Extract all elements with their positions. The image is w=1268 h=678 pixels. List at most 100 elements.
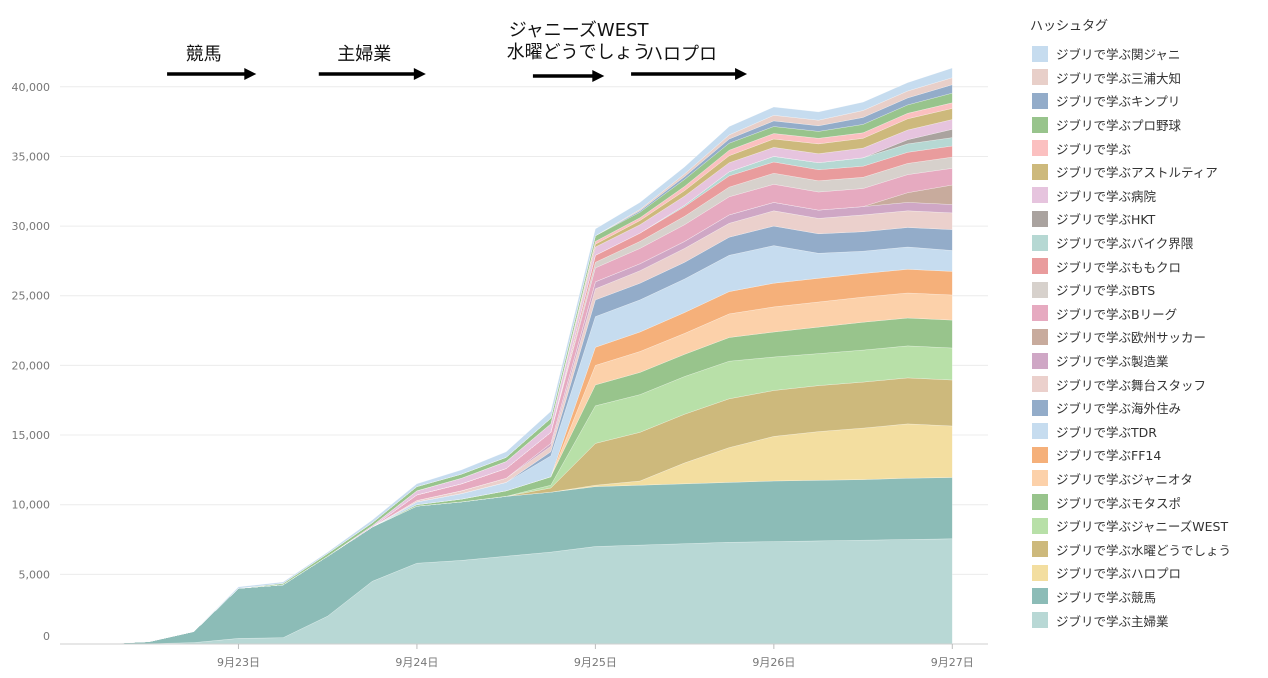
legend-item: ジブリで学ぶ水曜どうでしょう [1028, 537, 1264, 561]
legend-item: ジブリで学ぶハロプロ [1028, 561, 1264, 585]
legend-swatch [1032, 258, 1048, 275]
legend-swatch [1032, 210, 1048, 227]
legend-label: ジブリで学ぶTDR [1056, 424, 1157, 440]
area-series-24 [59, 67, 953, 645]
legend-item: ジブリで学ぶ病院 [1028, 184, 1264, 208]
legend-item: ジブリで学ぶ競馬 [1028, 585, 1264, 609]
legend-swatch [1032, 305, 1048, 322]
legend-label: ジブリで学ぶ製造業 [1056, 354, 1169, 370]
legend-swatch [1032, 234, 1048, 251]
legend-swatch [1032, 352, 1048, 369]
legend-swatch [1032, 69, 1048, 86]
legend-swatch [1032, 281, 1048, 298]
legend-swatch [1032, 612, 1048, 629]
legend-swatch [1032, 92, 1048, 109]
legend-item: ジブリで学ぶモタスポ [1028, 490, 1264, 514]
y-tick-label: 10,000 [12, 499, 51, 512]
y-tick-label: 30,000 [12, 220, 51, 233]
legend-label: ジブリで学ぶプロ野球 [1056, 118, 1182, 134]
y-axis: 0 5,000 10,000 15,000 20,000 25,000 30,000 35,0… [12, 81, 51, 643]
legend-swatch [1032, 163, 1048, 180]
x-tick-label: 9月27日 [931, 656, 974, 669]
x-tick-label: 9月23日 [217, 656, 260, 669]
legend-label: ジブリで学ぶ水曜どうでしょう [1056, 542, 1232, 558]
legend-item: ジブリで学ぶ主婦業 [1028, 608, 1264, 632]
legend-item: ジブリで学ぶ舞台スタッフ [1028, 372, 1264, 396]
legend: ハッシュタグ ジブリで学ぶ関ジャニ ジブリで学ぶ三浦大知 ジブリで学ぶキンプリ ジブリ… [1028, 18, 1264, 632]
legend-swatch [1032, 399, 1048, 416]
legend-label: ジブリで学ぶハロプロ [1056, 566, 1182, 582]
legend-item: ジブリで学ぶキンプリ [1028, 89, 1264, 113]
legend-label: ジブリで学ぶFF14 [1056, 448, 1162, 464]
legend-label: ジブリで学ぶモタスポ [1056, 495, 1182, 511]
legend-item: ジブリで学ぶプロ野球 [1028, 113, 1264, 137]
legend-swatch [1032, 446, 1048, 463]
y-tick-label: 25,000 [12, 290, 51, 303]
legend-swatch [1032, 423, 1048, 440]
y-tick-label: 5,000 [19, 568, 51, 581]
legend-item: ジブリで学ぶ海外住み [1028, 396, 1264, 420]
legend-swatch [1032, 187, 1048, 204]
y-tick-label: 20,000 [12, 359, 51, 372]
legend-item: ジブリで学ぶアストルティア [1028, 160, 1264, 184]
legend-item: ジブリで学ぶ三浦大知 [1028, 66, 1264, 90]
legend-swatch [1032, 517, 1048, 534]
annotation-label: 競馬 [186, 44, 222, 65]
legend-label: ジブリで学ぶBTS [1056, 283, 1156, 299]
legend-label: ジブリで学ぶバイク界隈 [1056, 236, 1194, 252]
legend-label: ジブリで学ぶももクロ [1056, 259, 1182, 275]
annotation-label: 主婦業 [337, 44, 391, 65]
legend-label: ジブリで学ぶ病院 [1056, 188, 1157, 204]
legend-item: ジブリで学ぶHKT [1028, 207, 1264, 231]
legend-swatch [1032, 494, 1048, 511]
legend-items: ジブリで学ぶ関ジャニジブリで学ぶ三浦大知 ジブリで学ぶキンプリ ジブリで学ぶプロ野球… [1028, 42, 1264, 632]
legend-swatch [1032, 376, 1048, 393]
legend-item: ジブリで学ぶジャニーズWEST [1028, 514, 1264, 538]
legend-swatch [1032, 45, 1048, 62]
legend-label: ジブリで学ぶHKT [1056, 212, 1156, 228]
legend-swatch [1032, 564, 1048, 581]
legend-item: ジブリで学ぶ欧州サッカー [1028, 325, 1264, 349]
x-tick-label: 9月26日 [752, 656, 795, 669]
annotation-arrow-head [413, 68, 426, 80]
annotation-arrow-head [592, 70, 605, 82]
annotation-arrow-head [244, 68, 257, 80]
y-tick-label: 35,000 [12, 150, 51, 163]
legend-item: ジブリで学ぶFF14 [1028, 443, 1264, 467]
legend-item: ジブリで学ぶジャニオタ [1028, 467, 1264, 491]
gridlines [60, 86, 988, 645]
stacked-area-chart: 0 5,000 10,000 15,000 20,000 25,000 30,000 35,0… [12, 20, 988, 669]
legend-item: ジブリで学ぶ製造業 [1028, 349, 1264, 373]
legend-swatch [1032, 541, 1048, 558]
legend-swatch [1032, 140, 1048, 157]
legend-label: ジブリで学ぶアストルティア [1056, 165, 1218, 181]
legend-item: ジブリで学ぶBTS [1028, 278, 1264, 302]
legend-swatch [1032, 588, 1048, 605]
legend-label: ジブリで学ぶ海外住み [1056, 401, 1182, 417]
x-tick-label: 9月24日 [395, 656, 438, 669]
x-axis: 9月23日 9月24日 9月25日 9月26日 9月27日 [60, 643, 988, 669]
legend-label: ジブリで学ぶジャニオタ [1056, 471, 1193, 487]
legend-label: ジブリで学ぶ三浦大知 [1056, 70, 1182, 86]
y-tick-label: 0 [43, 630, 50, 643]
legend-item: ジブリで学ぶももクロ [1028, 254, 1264, 278]
legend-label: ジブリで学ぶ欧州サッカー [1056, 330, 1207, 346]
legend-item: ジブリで学ぶBリーグ [1028, 302, 1264, 326]
legend-label: ジブリで学ぶジャニーズWEST [1056, 519, 1229, 535]
legend-label: ジブリで学ぶ舞台スタッフ [1056, 377, 1207, 393]
annotation-label: ジャニーズWEST 水曜どうでしょう [507, 20, 651, 63]
legend-label: ジブリで学ぶ主婦業 [1056, 613, 1169, 629]
y-tick-label: 40,000 [12, 81, 51, 94]
area-series [59, 67, 953, 645]
legend-swatch [1032, 328, 1048, 345]
legend-label: ジブリで学ぶ競馬 [1056, 589, 1157, 605]
x-tick-label: 9月25日 [574, 656, 617, 669]
legend-swatch [1032, 116, 1048, 133]
legend-item: ジブリで学ぶ [1028, 136, 1264, 160]
legend-item: ジブリで学ぶ関ジャニ [1028, 42, 1264, 66]
legend-label: ジブリで学ぶ [1056, 141, 1132, 157]
legend-item: ジブリで学ぶTDR [1028, 420, 1264, 444]
annotation-arrow-head [735, 68, 748, 80]
legend-label: ジブリで学ぶキンプリ [1056, 94, 1181, 110]
